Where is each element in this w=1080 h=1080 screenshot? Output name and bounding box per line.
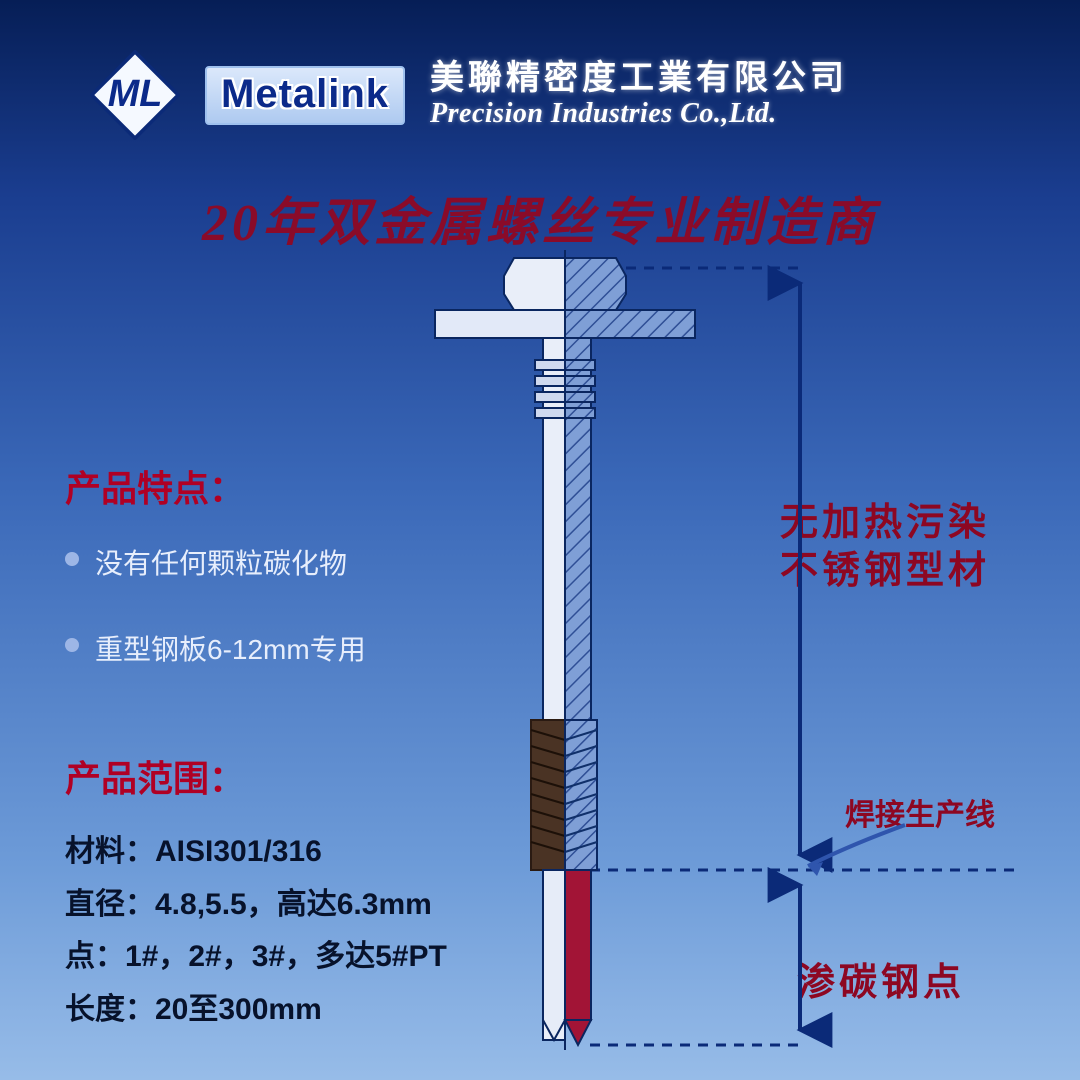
callout-stainless-l1: 无加热污染 [780,500,990,548]
company-name-zh: 美聯精密度工業有限公司 [430,59,848,98]
product-range: 产品范围： 材料：AISI301/316 直径：4.8,5.5，高达6.3mm … [65,750,447,1036]
callout-carburized: 渗碳钢点 [797,960,965,1008]
logo-letters: ML [108,73,163,115]
brand-wordmark: Metalink [205,66,405,125]
company-name-en: Precision Industries Co.,Ltd. [430,98,848,130]
range-title: 产品范围： [65,750,447,802]
range-lines: 材料：AISI301/316 直径：4.8,5.5，高达6.3mm 点：1#，2… [65,826,447,1036]
range-row: 长度：20至300mm [65,984,447,1037]
feature-item: 没有任何颗粒碳化物 [65,542,366,582]
brand-logo-icon: ML [90,50,180,140]
callout-weld-line: 焊接生产线 [845,790,995,834]
product-features: 产品特点： 没有任何颗粒碳化物 重型钢板6-12mm专用 [65,460,366,714]
header: ML Metalink 美聯精密度工業有限公司 Precision Indust… [90,50,848,140]
feature-item: 重型钢板6-12mm专用 [65,628,366,668]
headline-slogan: 20年双金属螺丝专业制造商 [0,180,1080,255]
callout-stainless-l2: 不锈钢型材 [780,548,990,596]
range-row: 直径：4.8,5.5，高达6.3mm [65,879,447,932]
range-row: 点：1#，2#，3#，多达5#PT [65,931,447,984]
company-name-block: 美聯精密度工業有限公司 Precision Industries Co.,Ltd… [430,59,848,130]
range-row: 材料：AISI301/316 [65,826,447,879]
features-list: 没有任何颗粒碳化物 重型钢板6-12mm专用 [65,542,366,668]
callout-stainless: 无加热污染 不锈钢型材 [780,500,990,595]
features-title: 产品特点： [65,460,366,512]
